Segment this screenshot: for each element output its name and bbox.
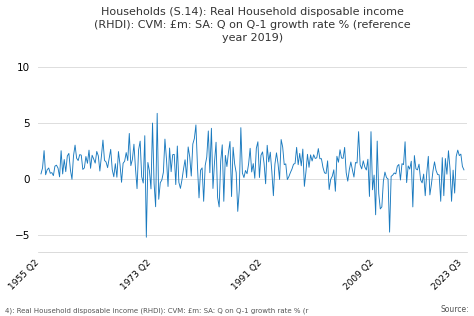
Text: Source:: Source: [441, 306, 469, 314]
Text: 4): Real Household disposable income (RHDI): CVM: £m: SA: Q on Q-1 growth rate %: 4): Real Household disposable income (RH… [5, 308, 308, 314]
Title: Households (S.14): Real Household disposable income
(RHDI): CVM: £m: SA: Q on Q-: Households (S.14): Real Household dispos… [94, 7, 411, 43]
